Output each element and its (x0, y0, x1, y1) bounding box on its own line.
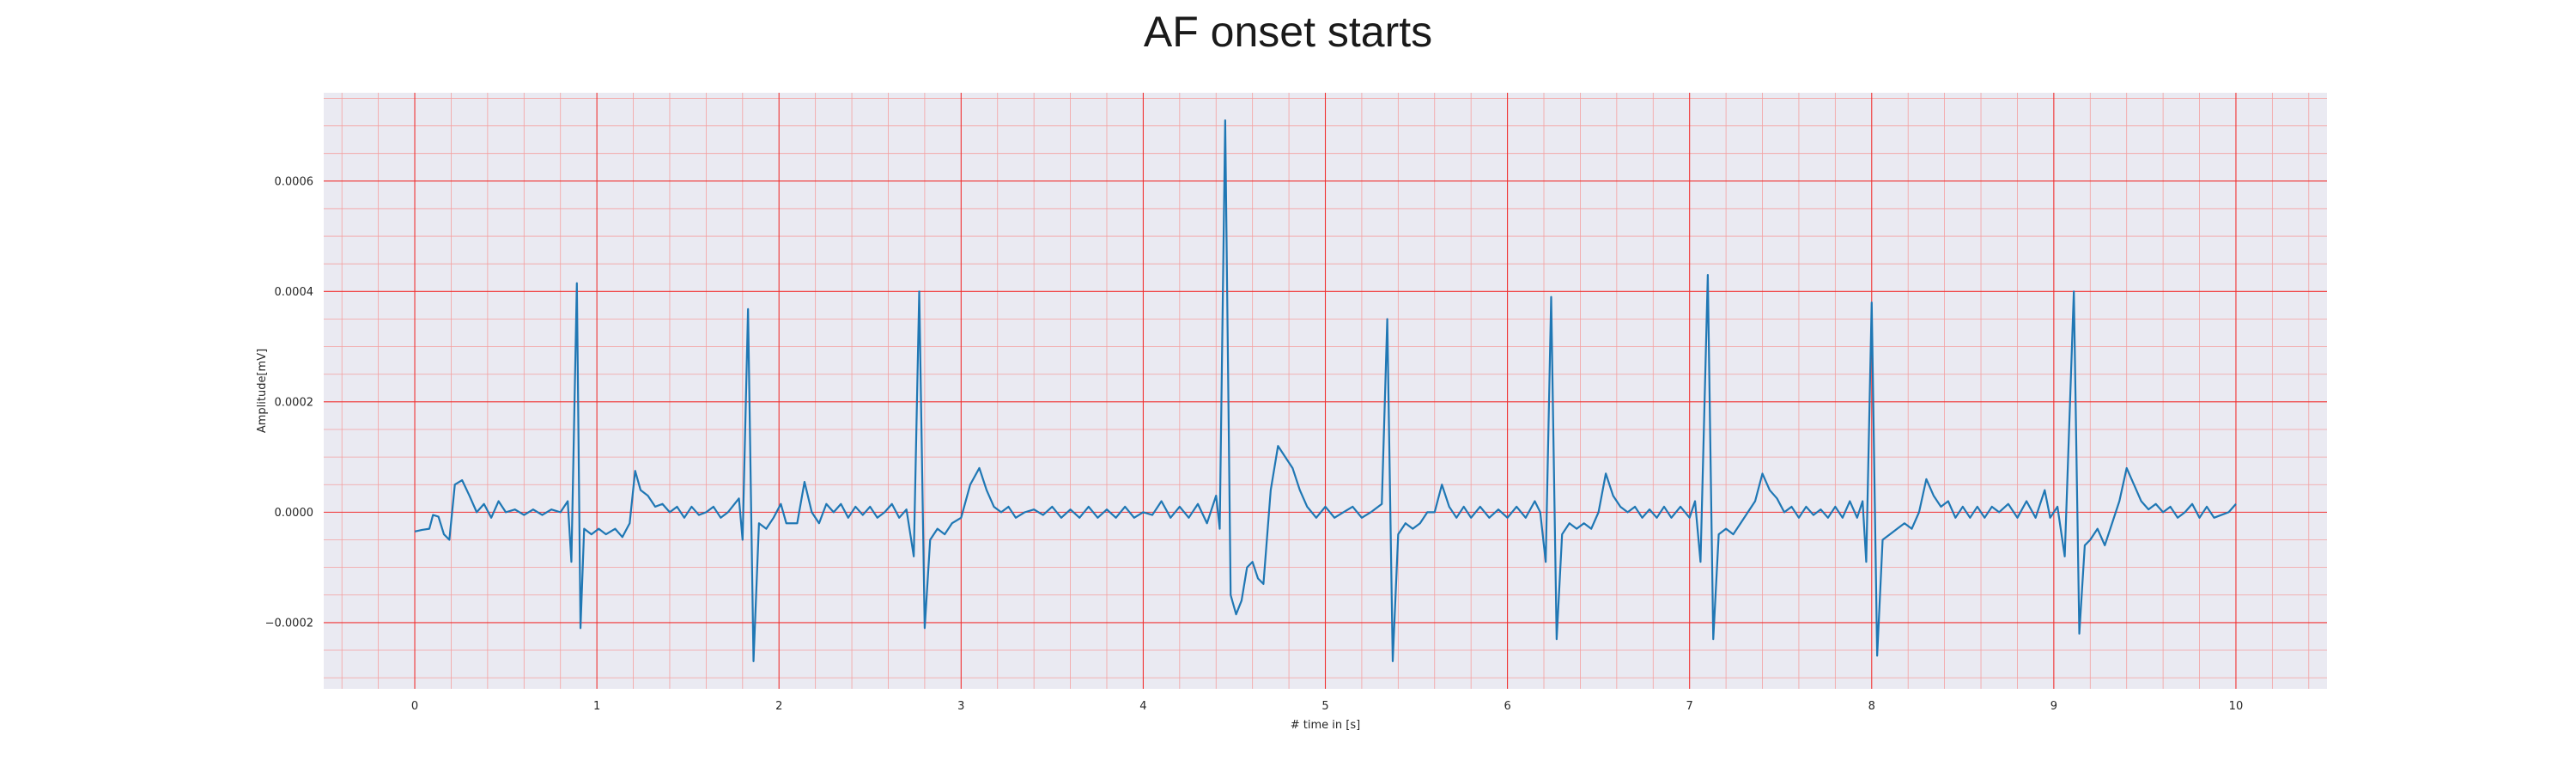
x-tick-label: 8 (1868, 700, 1875, 713)
y-axis-label: Amplitude[mV] (256, 349, 269, 433)
x-axis-ticks: 0 1 2 3 4 5 6 7 8 9 10 (411, 700, 2243, 713)
y-tick-label: 0.0004 (275, 286, 314, 299)
chart-title: AF onset starts (1143, 8, 1433, 56)
x-tick-label: 4 (1139, 700, 1146, 713)
x-axis-label: # time in [s] (1291, 719, 1360, 732)
y-tick-label: −0.0002 (265, 617, 313, 630)
x-tick-label: 1 (593, 700, 600, 713)
x-tick-label: 7 (1686, 700, 1693, 713)
y-tick-label: 0.0002 (275, 396, 314, 409)
ecg-series-line (414, 119, 2237, 662)
major-grid (324, 93, 2327, 689)
x-tick-label: 2 (775, 700, 782, 713)
x-tick-label: 6 (1504, 700, 1510, 713)
y-tick-label: 0.0000 (275, 507, 314, 520)
x-tick-label: 10 (2229, 700, 2244, 713)
y-axis-ticks: −0.0002 0.0000 0.0002 0.0004 0.0006 (265, 175, 313, 630)
y-tick-label: 0.0006 (275, 175, 314, 188)
x-tick-label: 5 (1321, 700, 1328, 713)
x-tick-label: 3 (957, 700, 964, 713)
x-tick-label: 0 (411, 700, 418, 713)
x-tick-label: 9 (2050, 700, 2057, 713)
